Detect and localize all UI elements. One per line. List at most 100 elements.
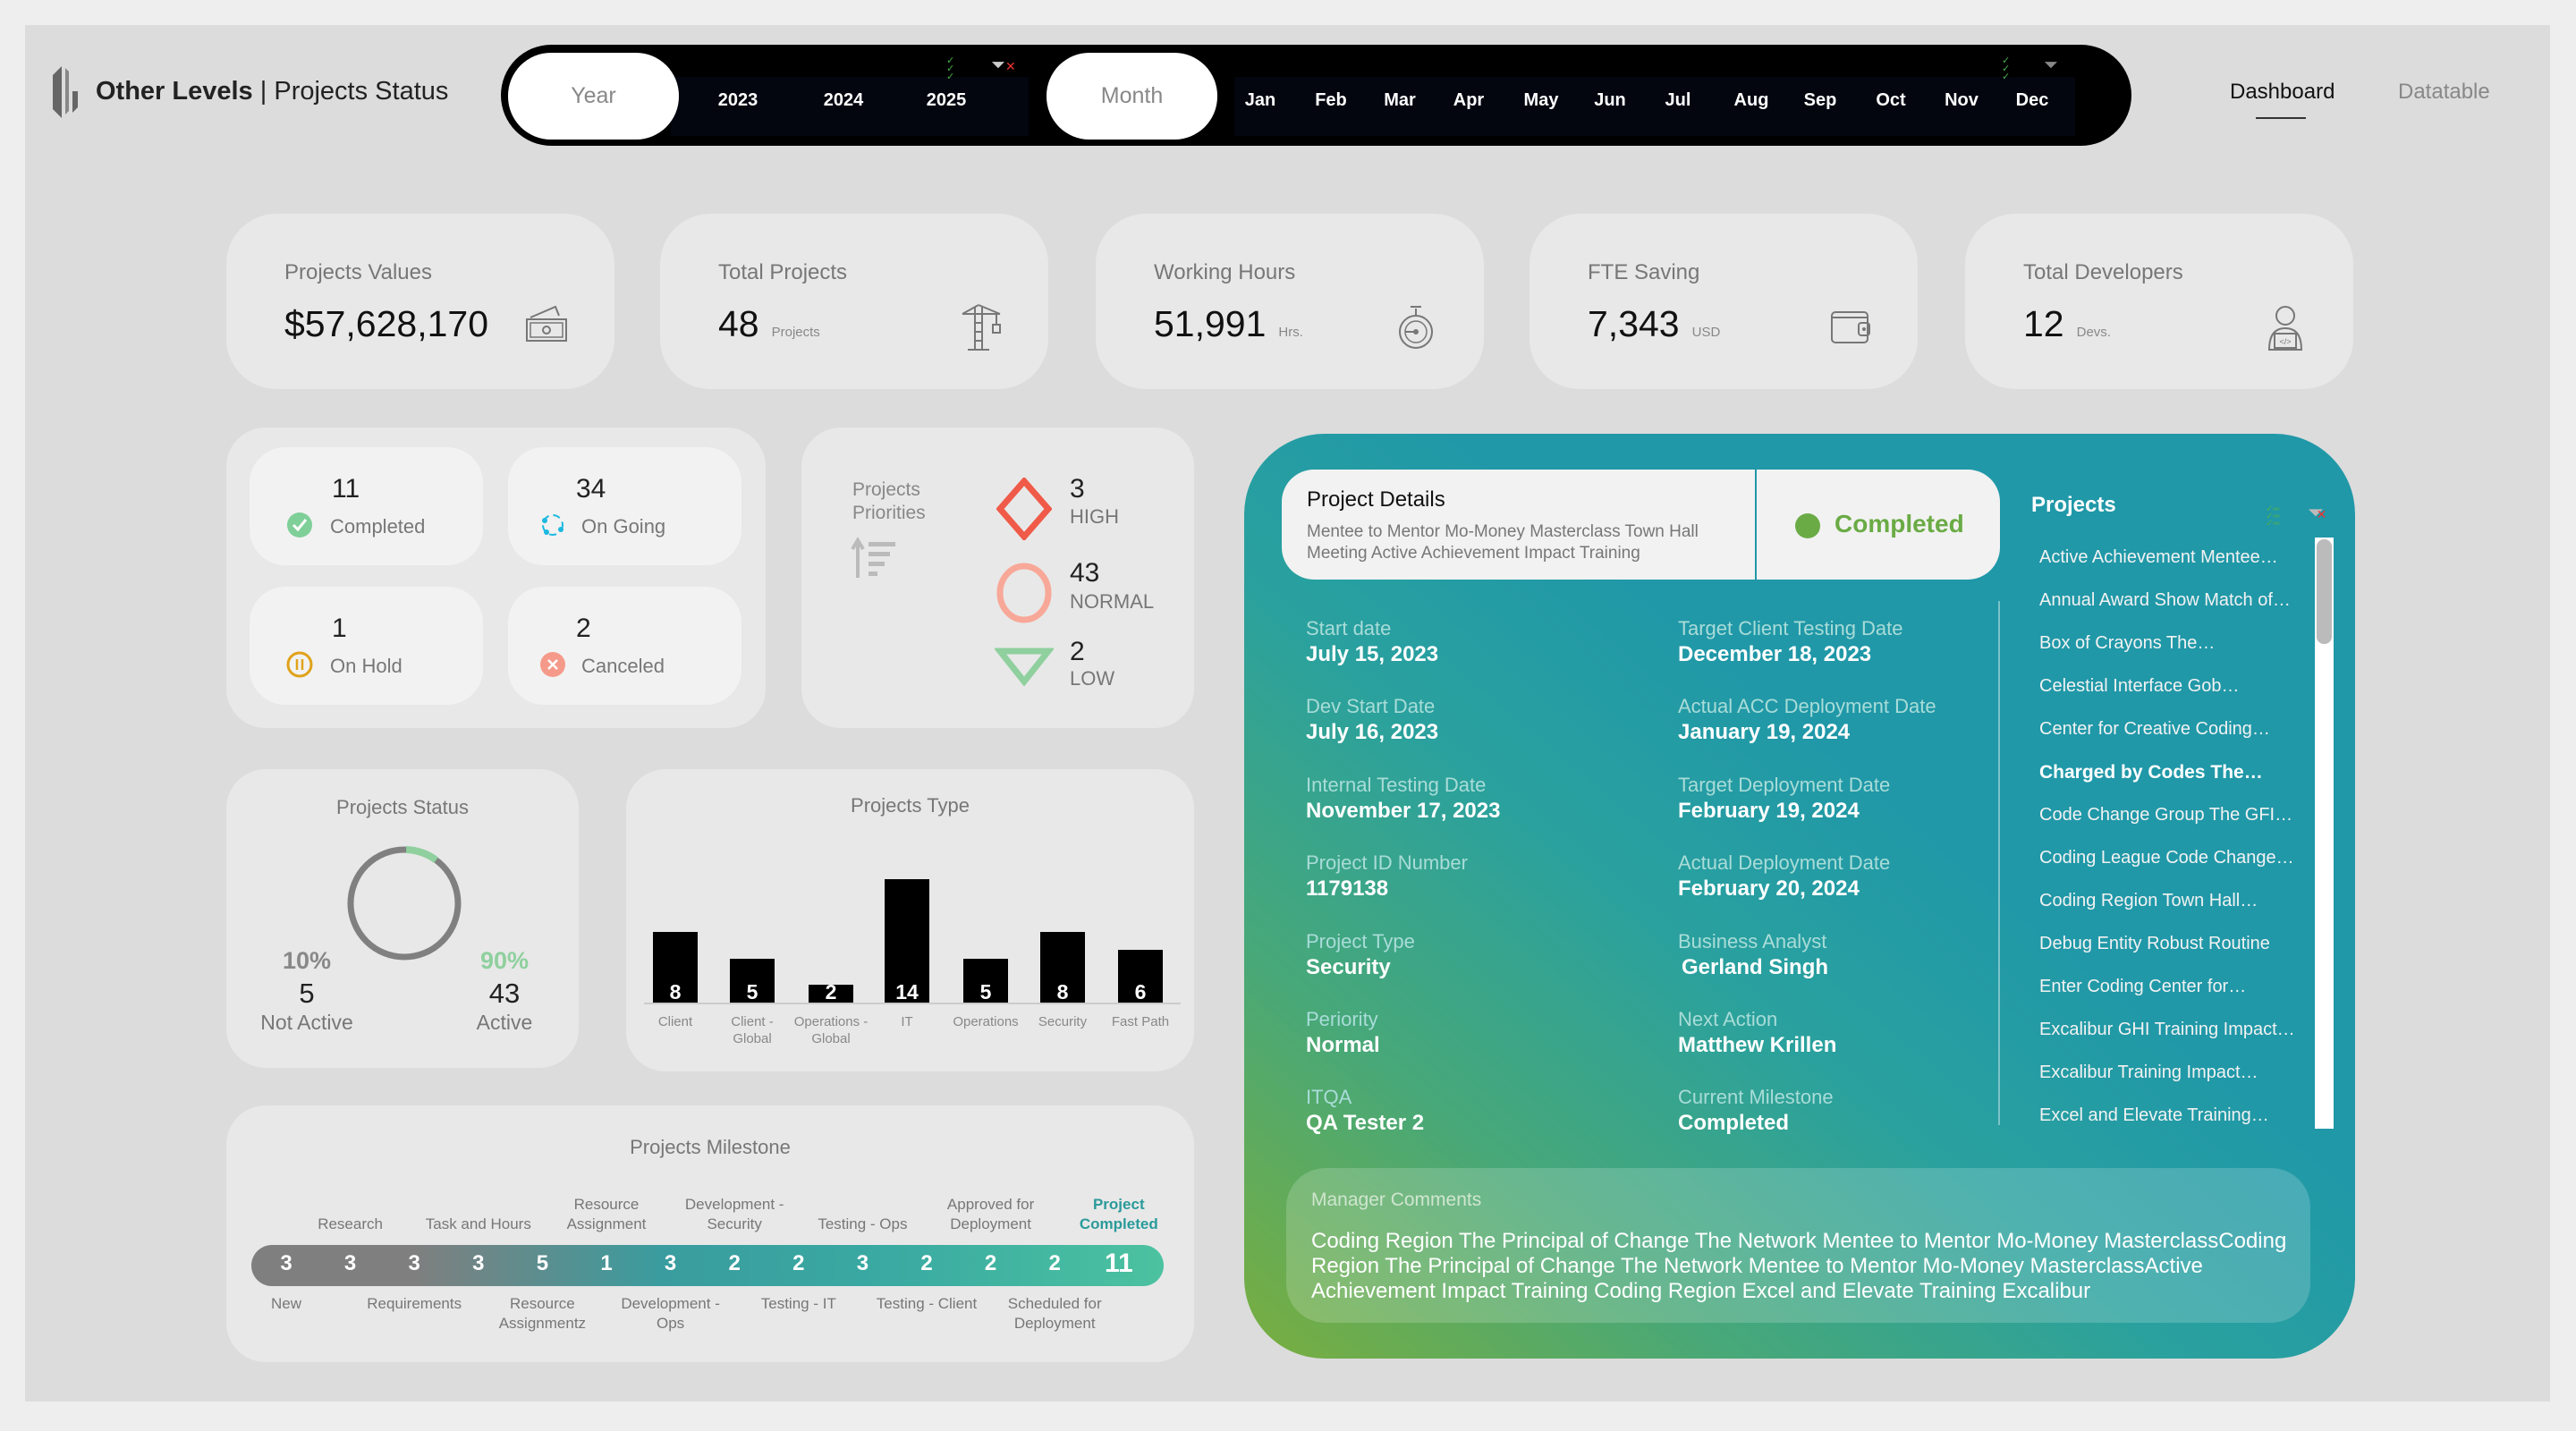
milestone-count[interactable]: 2 [920,1251,933,1275]
projects-status-panel: Projects Status 10% 5 Not Active 90% 43 … [226,769,579,1068]
milestone-count[interactable]: 3 [343,1251,357,1275]
detail-label: Internal Testing Date [1306,774,1487,796]
milestone-count[interactable]: 11 [1104,1249,1133,1278]
project-list-item[interactable]: Coding League Code Change… [2039,848,2294,868]
list-scrollbar-track[interactable] [2315,538,2334,1129]
status-card-on-going[interactable]: 34 On Going [508,447,741,565]
milestone-label: Development - Ops [621,1295,720,1332]
bar-2[interactable] [809,985,853,1003]
project-list-item[interactable]: Excel and Elevate Training… [2039,1105,2269,1125]
milestone-count[interactable]: 3 [280,1251,292,1275]
tab-dashboard[interactable]: Dashboard [2230,80,2335,104]
detail-label: Next Action [1678,1008,1778,1030]
year-option-2024[interactable]: 2024 [823,90,864,110]
list-scrollbar-thumb[interactable] [2317,539,2332,644]
status-card-canceled[interactable]: 2 Canceled [508,587,741,705]
milestone-count[interactable]: 1 [600,1251,613,1275]
bar-6[interactable] [1118,949,1163,1003]
month-option-jan[interactable]: Jan [1244,90,1276,110]
month-option-sep[interactable]: Sep [1803,90,1837,110]
month-option-nov[interactable]: Nov [1945,90,1979,110]
detail-label: ITQA [1306,1086,1352,1108]
check-circle-icon [287,512,312,538]
milestone-count[interactable]: 3 [408,1251,420,1275]
milestone-count[interactable]: 2 [1048,1251,1061,1275]
milestone-label: New [270,1295,301,1312]
year-option-2025[interactable]: 2025 [926,90,967,110]
month-button[interactable]: Month [1046,53,1217,140]
projects-milestone-panel: Projects Milestone [226,1105,1194,1362]
project-list-item[interactable]: Excalibur Training Impact… [2039,1063,2258,1082]
detail-label: Actual Deployment Date [1678,851,1891,874]
refresh-icon [542,514,564,536]
clear-filter-icon[interactable]: ⏷✕ [991,55,1016,75]
status-count: 2 [576,614,591,643]
bar-4[interactable] [963,958,1008,1003]
project-list-item[interactable]: Debug Entity Robust Routine [2039,934,2270,953]
year-option-2023[interactable]: 2023 [717,90,758,110]
status-count: 1 [332,614,347,643]
bar-5[interactable] [1040,932,1085,1003]
detail-value: 1179138 [1306,876,1389,901]
status-card-completed[interactable]: 11 Completed [250,447,483,565]
month-option-jun[interactable]: Jun [1594,90,1626,110]
clear-filter-icon[interactable]: ⏷✕ [2308,501,2327,523]
month-option-oct[interactable]: Oct [1876,90,1906,110]
month-option-aug[interactable]: Aug [1733,90,1769,110]
detail-value: Completed [1678,1111,1790,1135]
detail-value: Normal [1306,1033,1380,1057]
milestone-count[interactable]: 3 [856,1251,869,1275]
month-option-dec[interactable]: Dec [2015,90,2049,110]
bar-value-label: 8 [669,980,682,1003]
low-label: LOW [1070,667,1115,690]
milestone-count[interactable]: 2 [728,1251,741,1275]
project-list-item[interactable]: Active Achievement Mentee… [2039,547,2278,567]
project-list-item[interactable]: Excalibur GHI Training Impact… [2039,1020,2295,1039]
project-list-item[interactable]: Annual Award Show Match of… [2039,590,2291,610]
clear-filter-icon[interactable]: ⏷ [2044,55,2058,75]
low-count: 2 [1070,637,1085,666]
bar-0[interactable] [653,932,698,1003]
category-label: IT [901,1014,913,1029]
project-list-item[interactable]: Code Change Group The GFI… [2039,805,2293,825]
milestone-label: Task and Hours [425,1215,531,1232]
bar-value-label: 5 [746,980,758,1003]
month-option-feb[interactable]: Feb [1315,90,1347,110]
projects-list-title: Projects [2031,493,2116,517]
year-slicer [671,77,1029,136]
year-button[interactable]: Year [508,53,679,140]
stopwatch-icon [1399,306,1433,349]
bar-3[interactable] [885,879,929,1003]
multi-select-icon[interactable]: ✓ ✓ ✓ [2002,55,2011,82]
milestone-label: Resource Assignment [566,1196,647,1232]
multi-select-icon[interactable]: ✓═ ✓═ ✓═ [2266,504,2280,529]
kpi-unit: USD [1691,325,1721,340]
milestone-count[interactable]: 2 [984,1251,997,1275]
milestone-label: Approved for Deployment [946,1196,1035,1232]
project-list-item[interactable]: Celestial Interface Gob… [2039,676,2240,696]
project-list-item[interactable]: Enter Coding Center for… [2039,977,2247,996]
kpi-card-fte-saving: FTE Saving 7,343 USD [1530,214,1918,389]
milestone-count[interactable]: 5 [536,1251,549,1275]
manager-comments-text: Coding Region The Principal of Change Th… [1311,1229,2287,1303]
project-list-item[interactable]: Box of Crayons The… [2039,633,2216,653]
project-list-item[interactable]: Center for Creative Coding… [2039,719,2270,739]
month-option-may[interactable]: May [1523,90,1559,110]
multi-select-icon[interactable]: ✓ ✓ ✓ [946,55,955,82]
brand-name: Other Levels [96,77,253,106]
milestone-count[interactable]: 2 [792,1251,805,1275]
project-list-item[interactable]: Coding Region Town Hall… [2039,891,2258,910]
month-option-apr[interactable]: Apr [1453,90,1485,110]
bar-1[interactable] [730,958,775,1003]
priorities-panel: Projects Priorities 3 HIGH 43 NORMAL 2 L… [801,428,1194,728]
month-option-mar[interactable]: Mar [1384,90,1416,110]
tab-datatable[interactable]: Datatable [2398,80,2490,104]
detail-value: Gerland Singh [1682,955,1829,979]
detail-label: Start date [1306,617,1392,639]
milestone-count[interactable]: 3 [664,1251,677,1275]
category-label: Operations [953,1014,1019,1029]
status-card-on-hold[interactable]: 1 On Hold [250,587,483,705]
project-list-item[interactable]: Charged by Codes The… [2039,762,2263,783]
month-option-jul[interactable]: Jul [1665,90,1691,110]
milestone-count[interactable]: 3 [472,1251,485,1275]
